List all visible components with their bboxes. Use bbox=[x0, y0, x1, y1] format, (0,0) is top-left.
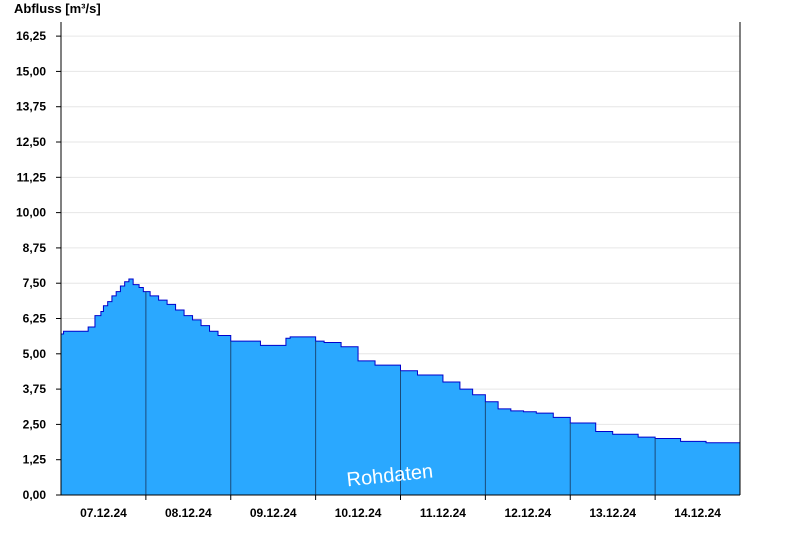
x-tick-label: 11.12.24 bbox=[420, 506, 466, 520]
x-tick-label: 14.12.24 bbox=[674, 506, 721, 520]
x-tick-labels: 07.12.24 08.12.24 09.12.24 10.12.24 11.12.24… bbox=[80, 495, 721, 520]
day-divider-lines bbox=[145, 291, 656, 495]
x-tick-label: 08.12.24 bbox=[165, 506, 212, 520]
x-tick-label: 12.12.24 bbox=[504, 506, 551, 520]
x-tick-label: 07.12.24 bbox=[80, 506, 127, 520]
y-tick-label: 15,00 bbox=[16, 64, 46, 78]
y-tick-label: 16,25 bbox=[16, 29, 46, 43]
discharge-line bbox=[61, 278, 741, 446]
y-tick-label: 5,00 bbox=[23, 347, 47, 361]
x-tick-label: 09.12.24 bbox=[250, 506, 297, 520]
y-tick-label: 3,75 bbox=[23, 382, 47, 396]
y-tick-label: 0,00 bbox=[23, 488, 47, 502]
y-tick-label: 6,25 bbox=[23, 312, 47, 326]
x-tick-label: 13.12.24 bbox=[589, 506, 636, 520]
y-tick-label: 10,00 bbox=[16, 206, 46, 220]
y-axis-label: Abfluss [m³/s] bbox=[14, 1, 101, 16]
y-tick-label: 13,75 bbox=[16, 100, 46, 114]
y-tick-label: 2,50 bbox=[23, 417, 47, 431]
y-tick-label: 8,75 bbox=[23, 241, 47, 255]
y-tick-label: 1,25 bbox=[23, 453, 47, 467]
x-tick-label: 10.12.24 bbox=[335, 506, 382, 520]
y-tick-label: 12,50 bbox=[16, 135, 46, 149]
y-tick-label: 7,50 bbox=[23, 276, 47, 290]
y-tick-labels: 0,00 1,25 2,50 3,75 5,00 6,25 7,50 8,75 10,00 11,… bbox=[16, 29, 61, 502]
y-tick-label: 11,25 bbox=[17, 170, 47, 184]
